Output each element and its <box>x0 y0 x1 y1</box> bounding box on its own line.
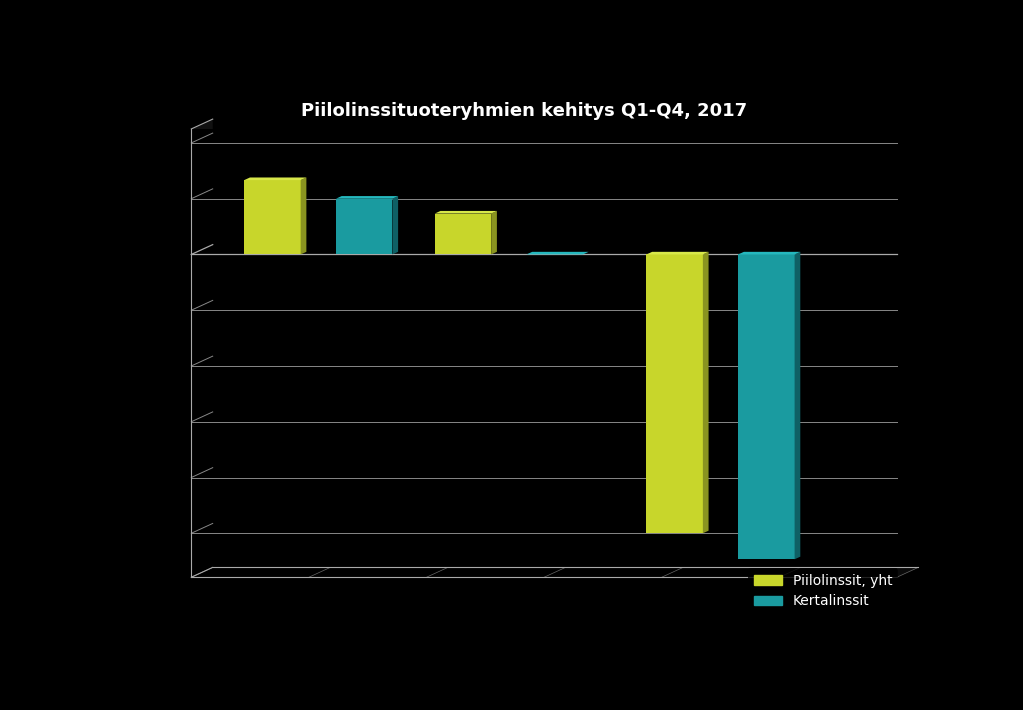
Polygon shape <box>191 119 213 577</box>
Polygon shape <box>491 211 497 254</box>
Polygon shape <box>301 178 306 254</box>
Polygon shape <box>647 254 703 533</box>
Polygon shape <box>244 178 306 180</box>
Polygon shape <box>191 129 897 577</box>
Polygon shape <box>739 252 800 254</box>
Polygon shape <box>703 252 709 533</box>
Polygon shape <box>336 199 393 254</box>
Polygon shape <box>244 180 301 254</box>
Text: Piilolinssituoteryhmien kehitys Q1-Q4, 2017: Piilolinssituoteryhmien kehitys Q1-Q4, 2… <box>301 102 748 119</box>
Polygon shape <box>393 196 398 254</box>
Polygon shape <box>191 567 919 577</box>
Polygon shape <box>527 252 588 254</box>
Polygon shape <box>647 252 709 254</box>
Polygon shape <box>739 254 795 559</box>
Polygon shape <box>336 196 398 199</box>
Legend: Piilolinssit, yht, Kertalinssit: Piilolinssit, yht, Kertalinssit <box>748 568 898 614</box>
Polygon shape <box>795 252 800 559</box>
Polygon shape <box>435 211 497 214</box>
Polygon shape <box>583 252 588 254</box>
Polygon shape <box>435 214 491 254</box>
